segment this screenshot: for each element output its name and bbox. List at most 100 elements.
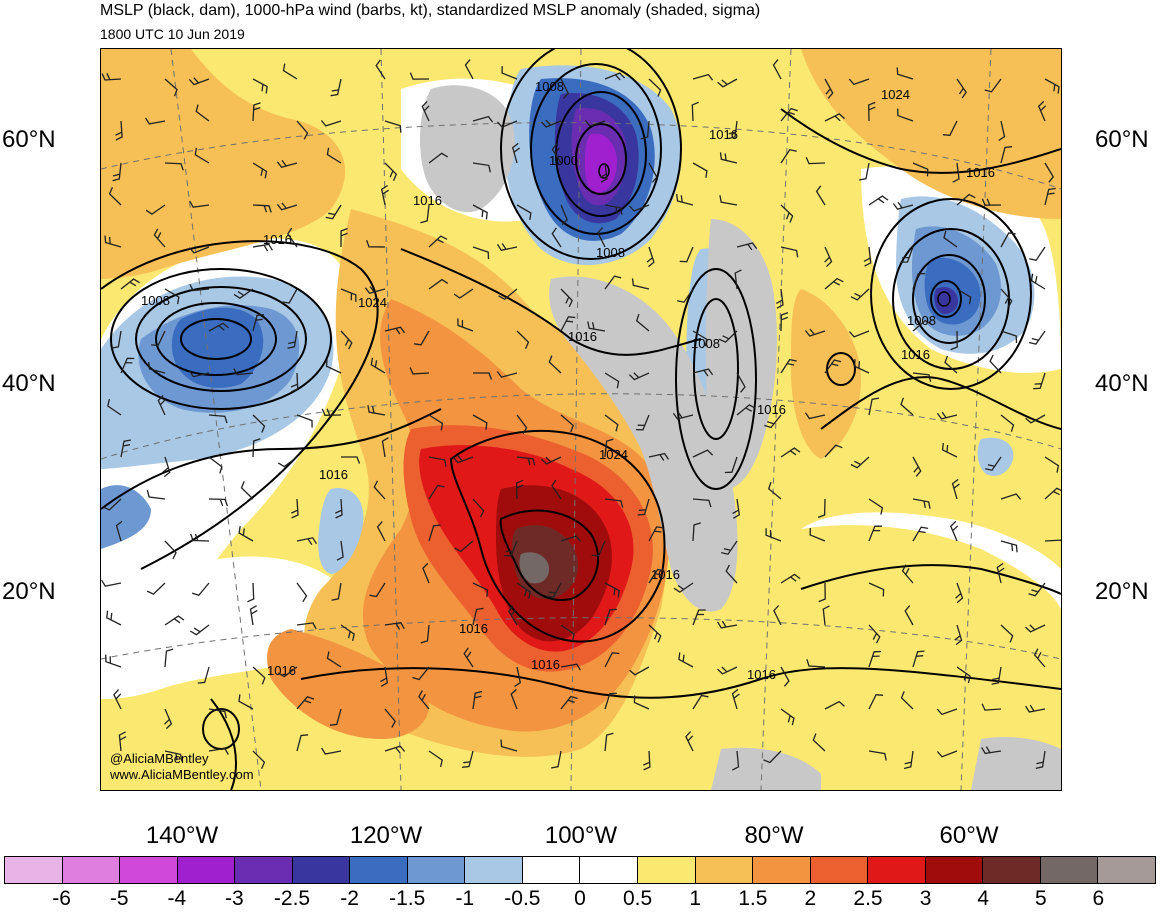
wind-barb xyxy=(900,246,914,263)
wind-barb xyxy=(157,394,166,416)
wind-barb xyxy=(375,59,386,80)
wind-barb xyxy=(604,692,617,710)
land-mask-east-coast xyxy=(705,219,777,489)
wind-barb xyxy=(597,227,606,248)
colorbar-tick-label: -0.5 xyxy=(504,887,541,910)
colorbar-box xyxy=(407,857,466,883)
wind-barb xyxy=(560,695,578,710)
wind-barb xyxy=(340,288,357,302)
wind-barb xyxy=(1044,187,1056,206)
wind-barb xyxy=(648,624,662,643)
wind-barb xyxy=(936,750,958,758)
wind-barb xyxy=(409,367,430,375)
wind-barb xyxy=(942,120,958,136)
wind-barb xyxy=(1025,704,1046,713)
wind-barb xyxy=(108,187,122,206)
isobar-label: 1008 xyxy=(907,313,936,328)
wind-barb xyxy=(473,372,493,380)
wind-barb xyxy=(780,573,801,584)
isobar-label: 1016 xyxy=(413,193,442,208)
wind-barb xyxy=(462,750,474,768)
wind-barb xyxy=(238,525,254,542)
wind-barb xyxy=(560,663,581,671)
isobar-label: 1008 xyxy=(596,245,625,260)
wind-barb xyxy=(780,708,795,726)
wind-barb xyxy=(1044,539,1061,542)
land-mask-central-east xyxy=(549,276,738,612)
wind-barb xyxy=(812,733,826,752)
wind-barb xyxy=(815,185,826,206)
wind-barb xyxy=(496,243,518,252)
colorbar-box xyxy=(925,857,984,883)
wind-barb xyxy=(335,498,343,519)
anomaly-orange-west xyxy=(101,49,346,279)
wind-barb xyxy=(780,148,797,164)
wind-barb xyxy=(806,659,826,668)
wind-barb xyxy=(824,113,845,122)
wind-barb xyxy=(145,117,166,125)
wind-barb xyxy=(325,204,342,220)
wind-barb xyxy=(604,72,626,81)
isobar-label: 1016 xyxy=(709,127,738,142)
wind-barb xyxy=(736,404,756,416)
wind-barb xyxy=(692,498,712,508)
wind-barb xyxy=(115,120,123,141)
wind-barb xyxy=(1000,624,1014,643)
wind-barb xyxy=(420,624,430,644)
wind-barb xyxy=(1030,273,1046,290)
wind-barb xyxy=(514,666,522,688)
wind-barb xyxy=(252,102,261,122)
wind-barb xyxy=(897,108,914,122)
wind-barb xyxy=(679,246,694,263)
wind-barb xyxy=(164,540,177,560)
lon-label-60w: 60°W xyxy=(939,822,999,849)
wind-barb xyxy=(950,330,958,351)
wind-barb xyxy=(912,650,925,668)
wind-barb xyxy=(587,321,606,332)
wind-barb xyxy=(765,528,782,542)
wind-barb xyxy=(677,288,694,303)
colorbar-box xyxy=(465,857,523,883)
wind-barb xyxy=(252,78,268,94)
wind-barb xyxy=(805,156,826,165)
anomaly-blue-atlantic-east xyxy=(977,437,1014,476)
wind-barb xyxy=(384,162,398,181)
wind-barb xyxy=(249,605,258,626)
isobar-label: 1016 xyxy=(568,329,597,344)
wind-barb xyxy=(457,318,474,332)
wind-barb xyxy=(190,533,210,542)
wind-barb xyxy=(164,78,178,97)
wind-barb xyxy=(868,397,880,416)
wind-barb xyxy=(1044,78,1060,94)
wind-barb xyxy=(195,104,210,122)
isobar-label: 1016 xyxy=(531,657,560,672)
wind-barb xyxy=(320,120,342,127)
colorbar-box xyxy=(350,857,408,883)
wind-barb xyxy=(824,700,845,710)
wind-barb xyxy=(981,746,1002,755)
wind-barb xyxy=(1044,162,1054,183)
wind-barb xyxy=(956,666,971,684)
wind-barb xyxy=(252,314,264,332)
wind-barb xyxy=(1033,648,1046,668)
wind-barb xyxy=(936,708,958,716)
wind-barb xyxy=(944,355,958,374)
wind-barb xyxy=(364,286,386,295)
wind-barb xyxy=(197,666,210,684)
wind-barb xyxy=(376,521,386,542)
wind-barb xyxy=(515,479,524,500)
wind-barb xyxy=(732,498,741,519)
wind-barb xyxy=(496,120,518,128)
wind-barb xyxy=(296,696,315,710)
wind-barb xyxy=(599,162,608,183)
wind-barb xyxy=(1000,330,1018,344)
colorbar-tick-label: -5 xyxy=(109,887,129,910)
wind-barb xyxy=(868,650,882,668)
wind-barb xyxy=(848,78,870,86)
colorbar-box xyxy=(120,857,178,883)
wind-barb xyxy=(955,582,964,604)
wind-barb xyxy=(418,690,430,710)
wind-barb xyxy=(414,330,430,346)
wind-barb xyxy=(240,481,254,500)
wind-barb xyxy=(824,359,842,374)
